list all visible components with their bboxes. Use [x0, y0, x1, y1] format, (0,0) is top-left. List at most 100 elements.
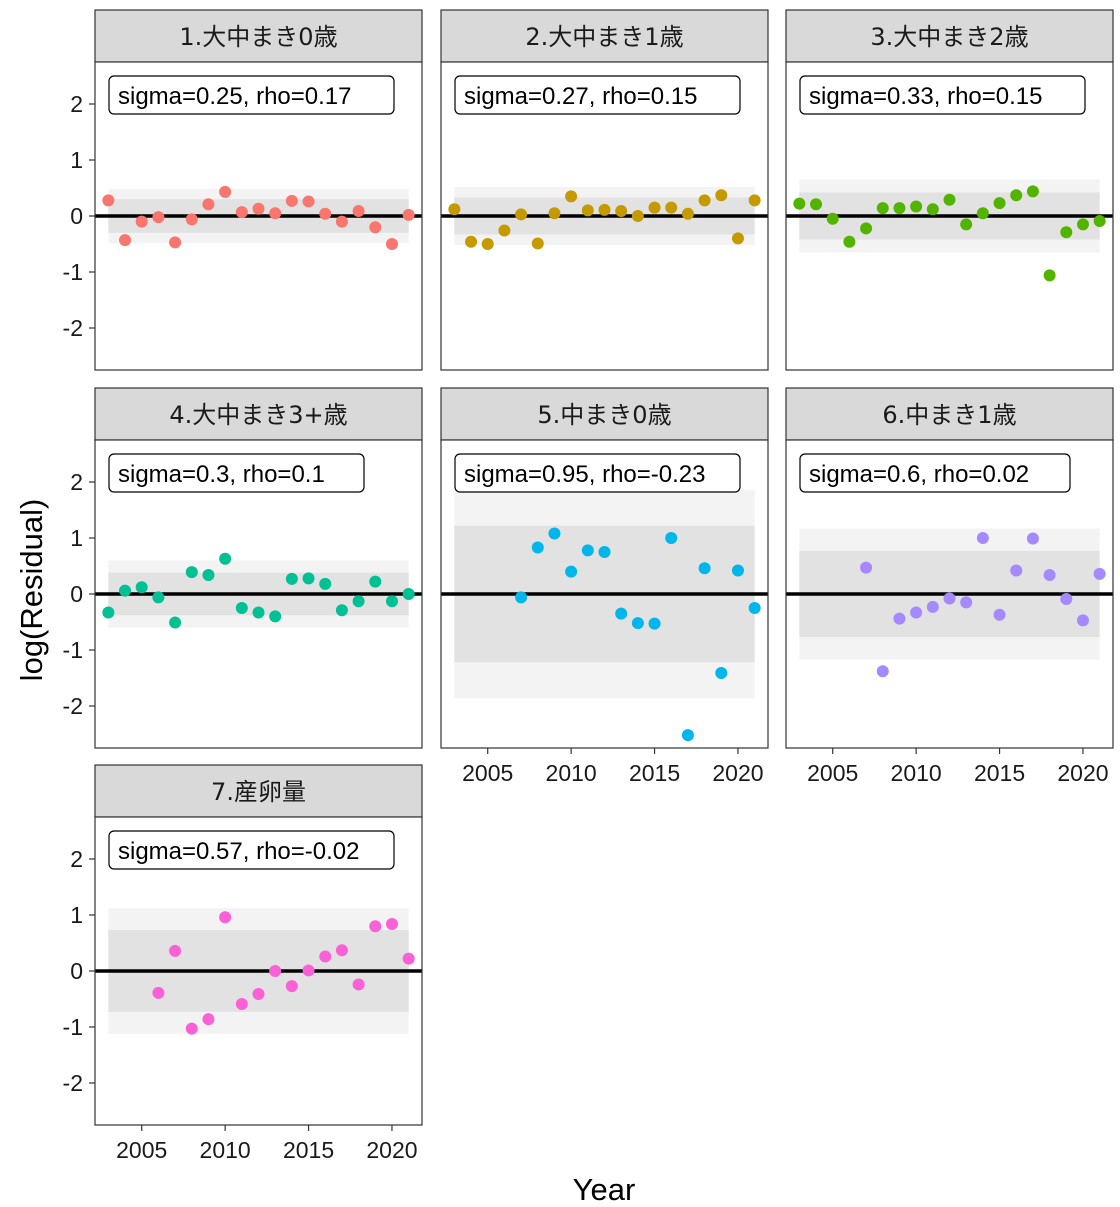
data-point	[235, 602, 248, 614]
stat-label-box	[108, 75, 395, 115]
x-tick-label: 2020	[712, 760, 763, 786]
stat-label: sigma=0.25, rho=0.17	[118, 83, 352, 110]
data-point	[385, 595, 398, 608]
data-point	[731, 232, 744, 245]
data-point	[1060, 593, 1073, 606]
data-point	[926, 203, 939, 216]
data-point	[515, 208, 528, 221]
data-point	[943, 592, 956, 605]
panel-strip	[440, 387, 769, 441]
data-point	[631, 210, 644, 222]
data-point	[202, 1013, 215, 1026]
data-point	[1026, 185, 1039, 198]
stat-label-box	[799, 453, 1071, 493]
data-point	[843, 235, 856, 248]
data-point	[598, 546, 611, 558]
stat-label: sigma=0.27, rho=0.15	[464, 83, 698, 110]
data-point	[826, 212, 839, 225]
data-point	[119, 234, 132, 247]
data-point	[748, 602, 761, 614]
stat-label: sigma=0.57, rho=-0.02	[118, 838, 360, 865]
y-tick-label: -1	[63, 1014, 83, 1040]
data-point	[235, 998, 248, 1011]
data-point	[185, 566, 198, 579]
data-point	[665, 532, 678, 544]
data-point	[565, 565, 578, 578]
data-point	[860, 561, 873, 574]
data-point	[302, 195, 315, 208]
data-point	[102, 194, 115, 207]
stat-label-box	[454, 453, 741, 493]
data-point	[269, 610, 282, 623]
data-point	[731, 564, 744, 577]
data-point	[993, 608, 1006, 621]
data-point	[302, 572, 315, 585]
y-tick-label: 2	[70, 469, 83, 495]
data-point	[319, 577, 332, 590]
data-point	[385, 917, 398, 930]
data-point	[943, 193, 956, 206]
data-point	[926, 600, 939, 613]
data-point	[548, 207, 561, 220]
data-point	[465, 235, 478, 248]
panel-border	[440, 61, 769, 371]
x-tick-label: 2015	[629, 760, 680, 786]
data-point	[581, 544, 594, 557]
data-point	[993, 197, 1006, 210]
data-point	[681, 207, 694, 220]
panel-strip	[94, 9, 423, 63]
data-point	[481, 238, 494, 250]
data-point	[748, 194, 761, 207]
panel-strip	[94, 387, 423, 441]
data-point	[385, 238, 398, 250]
panel-strip-title: 5.中まき0歳	[537, 401, 671, 429]
data-point	[893, 612, 906, 625]
data-point	[319, 207, 332, 220]
data-point	[302, 964, 315, 977]
data-point	[793, 197, 806, 210]
stat-label-box	[454, 75, 741, 115]
data-point	[1076, 218, 1089, 231]
stat-label: sigma=0.33, rho=0.15	[809, 83, 1043, 110]
panel-border	[785, 61, 1114, 371]
data-point	[202, 568, 215, 581]
data-point	[1010, 189, 1023, 202]
x-tick-label: 2005	[116, 1137, 167, 1163]
panel-1: 1.大中まき0歳 sigma=0.25, rho=0.17 -2 -1 0 1 2	[63, 9, 423, 371]
data-point	[698, 194, 711, 207]
stat-label-box	[799, 75, 1086, 115]
data-point	[910, 200, 923, 213]
data-point	[631, 617, 644, 630]
y-tick-label: -2	[63, 693, 83, 719]
panel-strip-title: 6.中まき1歳	[882, 401, 1016, 429]
x-axis-title: Year	[573, 1172, 636, 1207]
data-point	[976, 207, 989, 220]
data-point	[548, 527, 561, 540]
data-point	[185, 1022, 198, 1035]
data-point	[565, 190, 578, 203]
x-tick-label: 2010	[891, 760, 942, 786]
x-tick-label: 2005	[462, 760, 513, 786]
data-point	[876, 202, 889, 215]
data-point	[448, 203, 461, 216]
data-point	[369, 575, 382, 588]
x-tick-label: 2015	[974, 760, 1025, 786]
stat-label: sigma=0.3, rho=0.1	[118, 461, 325, 488]
data-point	[910, 606, 923, 619]
y-tick-label: 2	[70, 91, 83, 117]
data-point	[1043, 568, 1056, 581]
data-point	[152, 986, 165, 999]
panel-3: 3.大中まき2歳 sigma=0.33, rho=0.15	[785, 9, 1114, 371]
data-point	[285, 980, 298, 993]
data-point	[893, 202, 906, 215]
stat-label: sigma=0.95, rho=-0.23	[464, 461, 706, 488]
panel-6: 6.中まき1歳 sigma=0.6, rho=0.02 2005 2010 2015 20…	[785, 387, 1114, 786]
data-point	[1060, 226, 1073, 239]
data-point	[235, 206, 248, 219]
y-tick-label: 0	[70, 958, 83, 984]
data-point	[152, 591, 165, 604]
data-point	[219, 911, 232, 924]
data-point	[402, 588, 415, 600]
panel-strip	[94, 764, 423, 818]
